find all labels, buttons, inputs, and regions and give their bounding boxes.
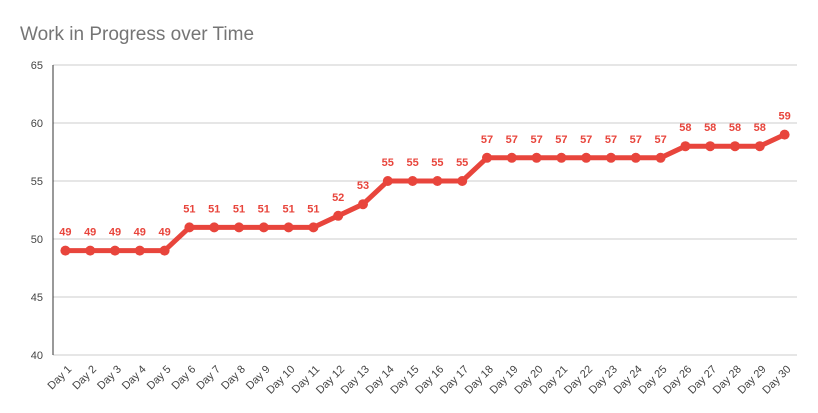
point [457, 176, 468, 186]
chart-title: Work in Progress over Time [20, 24, 254, 45]
value-label: 59 [778, 111, 790, 123]
value-label: 57 [506, 134, 518, 146]
point [60, 245, 71, 256]
value-label: 57 [654, 134, 666, 146]
point [606, 152, 616, 163]
point [234, 222, 244, 233]
point [134, 245, 145, 256]
value-label: 55 [382, 157, 394, 169]
y-tick-label: 65 [31, 60, 43, 72]
y-tick-label: 40 [31, 350, 43, 362]
point [705, 141, 716, 152]
point [630, 152, 641, 163]
y-tick-label: 50 [31, 234, 43, 246]
y-tick-label: 60 [31, 118, 43, 130]
value-label: 57 [630, 134, 642, 146]
value-label: 55 [456, 157, 468, 169]
value-label: 55 [431, 157, 443, 169]
value-label: 49 [59, 227, 71, 239]
point [432, 176, 443, 186]
point [184, 222, 195, 233]
value-label: 58 [729, 122, 741, 134]
value-label: 58 [679, 122, 691, 134]
value-label: 51 [282, 203, 294, 215]
point [258, 222, 269, 233]
value-label: 58 [754, 122, 766, 134]
point [482, 152, 492, 163]
point [407, 176, 418, 186]
value-label: 49 [158, 227, 170, 239]
point [358, 199, 368, 210]
value-label: 49 [134, 227, 146, 239]
point [110, 245, 120, 256]
value-label: 51 [233, 203, 245, 215]
value-label: 57 [555, 134, 567, 146]
point [159, 245, 170, 256]
point [531, 152, 542, 163]
point [382, 176, 393, 186]
value-label: 53 [357, 180, 369, 192]
point [730, 141, 740, 152]
point [655, 152, 666, 163]
point [333, 210, 344, 221]
point [581, 152, 592, 163]
point [556, 152, 567, 163]
y-tick-label: 55 [31, 176, 43, 188]
value-label: 51 [208, 203, 220, 215]
value-label: 52 [332, 192, 344, 204]
point [680, 141, 691, 152]
point [283, 222, 294, 233]
value-label: 57 [605, 134, 617, 146]
value-label: 51 [183, 203, 195, 215]
point [85, 245, 96, 256]
point [779, 129, 790, 140]
point [308, 222, 319, 233]
value-label: 57 [580, 134, 592, 146]
value-label: 55 [406, 157, 418, 169]
value-label: 49 [84, 227, 96, 239]
y-tick-label: 45 [31, 292, 43, 304]
value-label: 51 [258, 203, 270, 215]
value-label: 57 [530, 134, 542, 146]
point [506, 152, 517, 163]
value-label: 51 [307, 203, 319, 215]
point [209, 222, 220, 233]
point [754, 141, 765, 152]
value-label: 58 [704, 122, 716, 134]
value-label: 49 [109, 227, 121, 239]
value-label: 57 [481, 134, 493, 146]
